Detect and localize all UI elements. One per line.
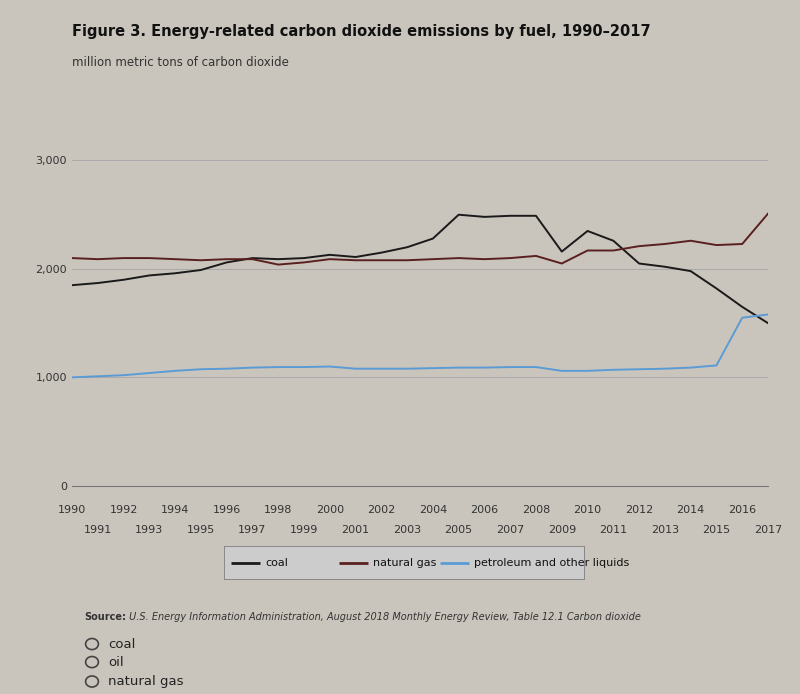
- Text: 1997: 1997: [238, 525, 266, 535]
- Text: 2009: 2009: [548, 525, 576, 535]
- Text: 2004: 2004: [418, 505, 447, 516]
- Text: 2002: 2002: [367, 505, 395, 516]
- Text: U.S. Energy Information Administration, August 2018 Monthly Energy Review, Table: U.S. Energy Information Administration, …: [126, 612, 641, 622]
- Text: 2014: 2014: [677, 505, 705, 516]
- Text: 2015: 2015: [702, 525, 730, 535]
- Text: 1994: 1994: [161, 505, 190, 516]
- Text: 2016: 2016: [728, 505, 756, 516]
- Text: 1992: 1992: [110, 505, 138, 516]
- Text: 1996: 1996: [213, 505, 241, 516]
- Text: 2006: 2006: [470, 505, 498, 516]
- Text: 1999: 1999: [290, 525, 318, 535]
- Text: million metric tons of carbon dioxide: million metric tons of carbon dioxide: [72, 56, 289, 69]
- Text: 2011: 2011: [599, 525, 627, 535]
- Text: oil: oil: [108, 656, 124, 668]
- Text: 2003: 2003: [393, 525, 421, 535]
- Text: natural gas: natural gas: [374, 558, 437, 568]
- Text: 2017: 2017: [754, 525, 782, 535]
- Text: 2005: 2005: [445, 525, 473, 535]
- Text: coal: coal: [108, 638, 135, 650]
- Text: 1990: 1990: [58, 505, 86, 516]
- Text: coal: coal: [266, 558, 288, 568]
- Text: 1995: 1995: [186, 525, 215, 535]
- Text: Figure 3. Energy-related carbon dioxide emissions by fuel, 1990–2017: Figure 3. Energy-related carbon dioxide …: [72, 24, 650, 40]
- Text: 2000: 2000: [316, 505, 344, 516]
- Text: 2008: 2008: [522, 505, 550, 516]
- Text: 2012: 2012: [625, 505, 654, 516]
- Text: 2010: 2010: [574, 505, 602, 516]
- Text: natural gas: natural gas: [108, 675, 183, 688]
- Text: Source:: Source:: [84, 612, 126, 622]
- Text: 1991: 1991: [84, 525, 112, 535]
- Text: 1998: 1998: [264, 505, 293, 516]
- Text: 2001: 2001: [342, 525, 370, 535]
- Text: 2007: 2007: [496, 525, 524, 535]
- Text: petroleum and other liquids: petroleum and other liquids: [474, 558, 630, 568]
- Text: 1993: 1993: [135, 525, 163, 535]
- Text: 2013: 2013: [651, 525, 679, 535]
